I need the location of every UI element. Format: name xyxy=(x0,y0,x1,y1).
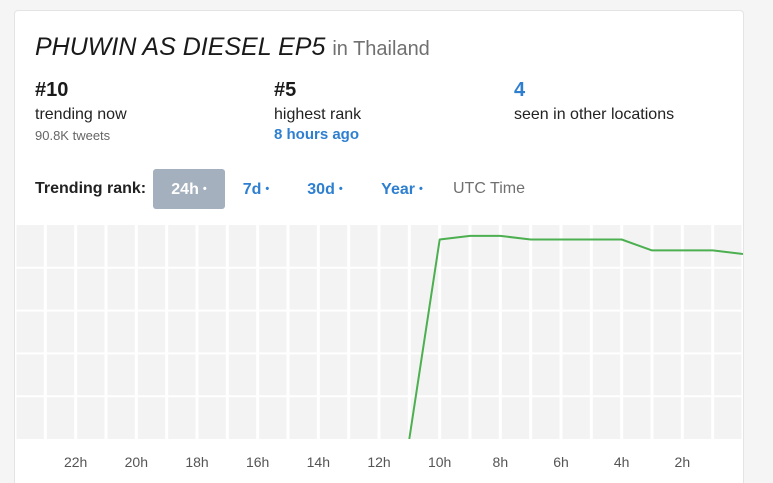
x-tick-label: 16h xyxy=(246,454,269,470)
highest-rank-value: #5 xyxy=(274,79,297,101)
x-tick-label: 4h xyxy=(614,454,630,470)
trending-rank-chart: 22h 20h 18h 16h 14h 12h 10h 8h 6h 4h 2h xyxy=(15,225,743,470)
range-30d-label: 30d xyxy=(307,181,335,198)
trend-topic: PHUWIN AS DIESEL EP5 xyxy=(35,33,326,61)
bullet-icon: • xyxy=(265,183,270,195)
x-tick-label: 10h xyxy=(428,454,451,470)
range-24h-label: 24h xyxy=(171,181,199,198)
bullet-icon: • xyxy=(338,183,343,195)
other-locations-count-link[interactable]: 4 xyxy=(514,79,526,101)
stat-highest-rank: #5 highest rank 8 hours ago xyxy=(274,79,361,143)
range-24h-button[interactable]: 24h • xyxy=(153,169,225,209)
x-tick-label: 12h xyxy=(367,454,390,470)
trend-card: PHUWIN AS DIESEL EP5 in Thailand #10 tre… xyxy=(14,10,744,483)
highest-rank-time-link[interactable]: 8 hours ago xyxy=(274,126,360,143)
x-tick-label: 22h xyxy=(64,454,87,470)
range-year-button[interactable]: Year • xyxy=(371,169,433,209)
x-tick-label: 18h xyxy=(185,454,208,470)
bullet-icon: • xyxy=(202,183,207,195)
range-year-label: Year xyxy=(381,181,415,198)
x-tick-label: 6h xyxy=(553,454,569,470)
current-rank-label: trending now xyxy=(35,106,127,123)
current-rank-value: #10 xyxy=(35,79,69,101)
x-tick-label: 20h xyxy=(125,454,148,470)
x-tick-label: 14h xyxy=(307,454,330,470)
stat-current-rank: #10 trending now 90.8K tweets xyxy=(35,79,127,143)
x-tick-label: 2h xyxy=(675,454,691,470)
trend-location: in Thailand xyxy=(332,38,430,60)
stat-other-locations: 4 seen in other locations xyxy=(514,79,674,124)
range-30d-button[interactable]: 30d • xyxy=(297,169,353,209)
page-title: PHUWIN AS DIESEL EP5 in Thailand xyxy=(35,33,430,62)
highest-rank-label: highest rank xyxy=(274,106,362,123)
range-7d-label: 7d xyxy=(242,181,262,198)
trend-rank-line xyxy=(408,234,743,440)
range-7d-button[interactable]: 7d • xyxy=(232,169,280,209)
range-selector: Trending rank: 24h • 7d • 30d • Year • UTC T… xyxy=(35,169,735,209)
bullet-icon: • xyxy=(418,183,423,195)
other-locations-label: seen in other locations xyxy=(514,106,675,123)
utc-time-toggle[interactable]: UTC Time xyxy=(453,180,525,197)
range-label: Trending rank: xyxy=(35,180,147,197)
x-tick-label: 8h xyxy=(493,454,509,470)
tweet-count: 90.8K tweets xyxy=(35,128,111,143)
